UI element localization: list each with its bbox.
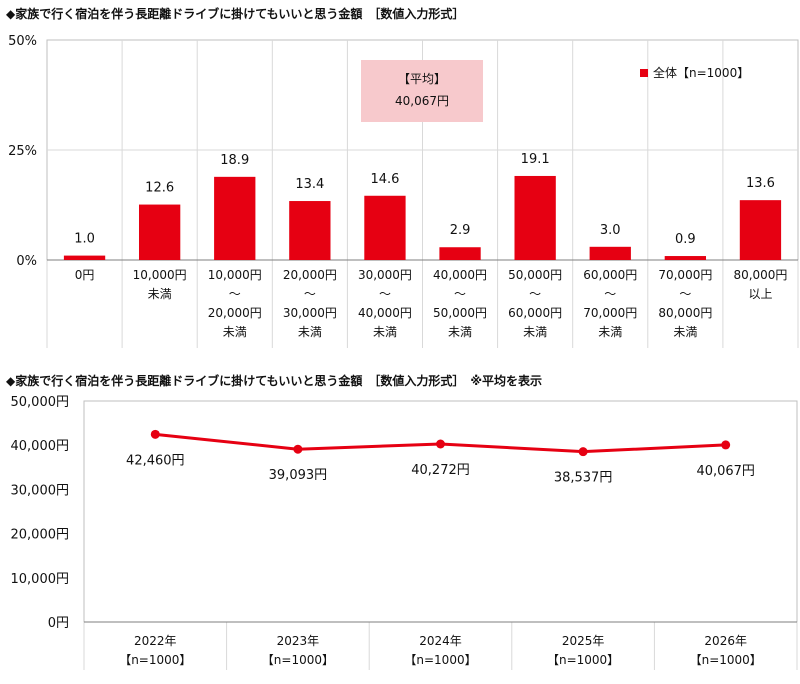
y-tick-label: 25% <box>8 144 37 159</box>
average-value: 40,067円 <box>395 94 449 108</box>
bar <box>589 246 631 260</box>
plot-area-border <box>83 400 798 623</box>
x-tick-label: 2026年 <box>704 634 747 648</box>
data-label: 39,093円 <box>269 468 328 483</box>
x-tick-label: 70,000円 <box>583 306 637 320</box>
x-tick-label: 未満 <box>148 287 172 301</box>
x-tick-label: 【n=1000】 <box>119 653 191 667</box>
average-label: 【平均】 <box>397 72 446 86</box>
x-tick-label: 60,000円 <box>583 268 637 282</box>
x-tick-label: 10,000円 <box>208 268 262 282</box>
x-tick-label: 10,000円 <box>133 268 187 282</box>
bar <box>514 175 556 260</box>
x-tick-label: 未満 <box>598 325 622 339</box>
x-tick-label: 【n=1000】 <box>404 653 476 667</box>
x-tick-label: 2025年 <box>562 634 605 648</box>
y-tick-label: 0円 <box>48 616 69 631</box>
bar <box>439 247 481 260</box>
x-tick-label: ～ <box>304 287 316 301</box>
data-point <box>436 439 445 449</box>
x-tick-label: 以上 <box>748 287 772 301</box>
x-tick-label: 2023年 <box>277 634 320 648</box>
bar <box>664 256 707 260</box>
bar <box>138 204 181 260</box>
x-tick-label: ～ <box>604 287 616 301</box>
x-tick-label: 未満 <box>373 325 397 339</box>
x-tick-label: 30,000円 <box>283 306 337 320</box>
x-tick-label: 【n=1000】 <box>547 653 619 667</box>
data-label: 13.6 <box>746 176 775 191</box>
x-tick-label: 40,000円 <box>433 268 487 282</box>
data-label: 38,537円 <box>554 471 613 486</box>
x-tick-label: 40,000円 <box>358 306 412 320</box>
x-tick-label: ～ <box>454 287 466 301</box>
average-annotation: 【平均】 40,067円 <box>361 60 483 122</box>
x-tick-label: 【n=1000】 <box>690 653 762 667</box>
x-tick-label: 30,000円 <box>358 268 412 282</box>
data-point <box>578 447 588 457</box>
x-tick-label: 未満 <box>223 325 247 339</box>
data-label: 40,067円 <box>696 464 755 479</box>
chart1-legend: 全体【n=1000】 <box>640 64 749 81</box>
data-label: 3.0 <box>600 223 621 238</box>
x-tick-label: 未満 <box>673 325 697 339</box>
x-tick-label: ～ <box>529 287 541 301</box>
x-tick-label: 0円 <box>75 268 95 282</box>
data-label: 0.9 <box>675 232 696 247</box>
data-label: 12.6 <box>145 181 174 196</box>
chart2-title: ◆家族で行く宿泊を伴う長距離ドライブに掛けてもいいと思う金額 ［数値入力形式］ … <box>6 374 543 388</box>
x-tick-label: 2022年 <box>134 634 177 648</box>
data-label: 14.6 <box>370 172 399 187</box>
bar <box>739 200 782 260</box>
x-tick-label: 70,000円 <box>658 268 712 282</box>
x-tick-label: ～ <box>379 287 391 301</box>
x-tick-label: 未満 <box>448 325 472 339</box>
x-tick-label: 50,000円 <box>433 306 487 320</box>
y-tick-label: 0% <box>16 254 37 269</box>
y-tick-label: 20,000円 <box>11 528 70 543</box>
data-point <box>293 444 303 454</box>
chart1-title: ◆家族で行く宿泊を伴う長距離ドライブに掛けてもいいと思う金額 ［数値入力形式］ <box>6 7 465 21</box>
data-point <box>150 429 160 439</box>
x-tick-label: 2024年 <box>419 634 462 648</box>
bar <box>63 255 106 260</box>
bar <box>289 201 331 260</box>
data-label: 40,272円 <box>411 463 470 478</box>
y-tick-label: 10,000円 <box>11 572 70 587</box>
y-tick-label: 50,000円 <box>11 395 70 410</box>
y-tick-label: 50% <box>8 34 37 49</box>
y-tick-label: 40,000円 <box>11 439 70 454</box>
legend-label: 全体【n=1000】 <box>653 66 750 80</box>
x-tick-label: 20,000円 <box>208 306 262 320</box>
x-tick-label: 80,000円 <box>658 306 712 320</box>
x-tick-label: 未満 <box>298 325 322 339</box>
x-tick-label: ～ <box>229 287 241 301</box>
y-tick-label: 30,000円 <box>11 483 70 498</box>
x-tick-label: 80,000円 <box>733 268 787 282</box>
data-point <box>721 440 731 450</box>
x-tick-label: ～ <box>679 287 691 301</box>
x-tick-label: 20,000円 <box>283 268 337 282</box>
legend-swatch <box>640 69 648 77</box>
x-tick-label: 未満 <box>523 325 547 339</box>
x-tick-label: 50,000円 <box>508 268 562 282</box>
data-label: 42,460円 <box>126 453 185 468</box>
bar <box>214 176 256 260</box>
data-label: 1.0 <box>74 232 95 247</box>
data-label: 18.9 <box>220 153 249 168</box>
data-label: 13.4 <box>295 177 324 192</box>
bar <box>364 195 406 260</box>
x-tick-label: 60,000円 <box>508 306 562 320</box>
x-tick-label: 【n=1000】 <box>262 653 334 667</box>
data-label: 2.9 <box>450 223 471 238</box>
data-label: 19.1 <box>521 152 550 167</box>
